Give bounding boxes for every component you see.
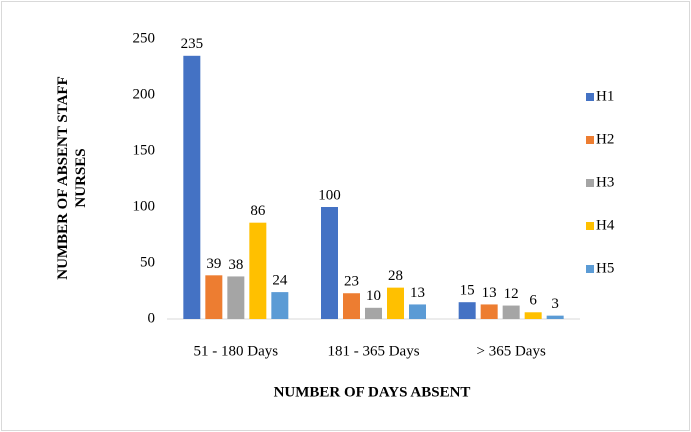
bar — [205, 275, 223, 319]
data-label: 39 — [206, 256, 221, 272]
data-label: 86 — [250, 203, 266, 219]
bar — [321, 207, 338, 319]
legend-label: H4 — [596, 217, 615, 233]
data-label: 6 — [529, 293, 537, 309]
y-tick-label: 200 — [133, 86, 156, 102]
data-label: 100 — [318, 187, 341, 203]
legend-label: H1 — [596, 88, 614, 104]
bar — [409, 304, 426, 319]
data-label: 38 — [228, 257, 243, 273]
data-label: 12 — [504, 286, 519, 302]
legend-swatch — [586, 222, 594, 230]
data-label: 235 — [181, 36, 204, 52]
bar — [271, 292, 289, 319]
legend-swatch — [586, 179, 594, 187]
data-label: 23 — [344, 274, 359, 290]
bar — [546, 315, 564, 319]
bar — [227, 276, 245, 319]
bar — [183, 55, 201, 320]
bar — [458, 302, 476, 319]
data-label: 10 — [366, 288, 381, 304]
bar — [387, 287, 404, 319]
bar — [480, 304, 498, 319]
y-tick-label: 0 — [148, 310, 156, 326]
bar — [365, 307, 382, 319]
x-tick-label: 181 - 365 Days — [327, 343, 419, 359]
legend-label: H5 — [596, 260, 614, 276]
y-tick-label: 250 — [133, 30, 156, 46]
bar — [343, 293, 360, 319]
legend-swatch — [586, 136, 594, 144]
bar — [502, 305, 520, 319]
data-label: 3 — [551, 296, 559, 312]
y-axis-title: NUMBER OF ABSENT STAFF NURSES — [55, 76, 89, 280]
legend-swatch — [586, 93, 594, 101]
bar — [249, 222, 267, 319]
x-tick-label: > 365 Days — [477, 343, 546, 359]
data-label: 15 — [460, 283, 475, 299]
bar — [524, 312, 542, 319]
y-tick-label: 50 — [140, 254, 155, 270]
y-tick-label: 100 — [133, 198, 156, 214]
legend-label: H3 — [596, 174, 614, 190]
data-label: 13 — [482, 285, 497, 301]
y-tick-label: 150 — [133, 142, 156, 158]
x-tick-label: 51 - 180 Days — [194, 343, 279, 359]
legend-label: H2 — [596, 131, 614, 147]
x-axis-title: NUMBER OF DAYS ABSENT — [274, 384, 471, 400]
data-label: 13 — [410, 285, 425, 301]
legend-swatch — [586, 265, 594, 273]
data-label: 24 — [272, 273, 288, 289]
data-label: 28 — [388, 268, 403, 284]
